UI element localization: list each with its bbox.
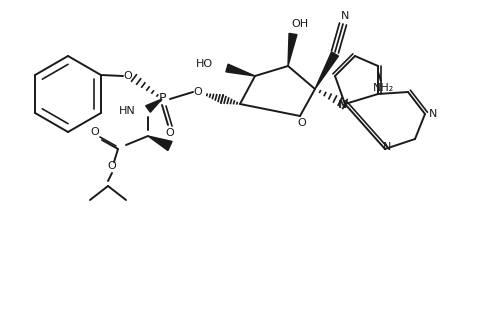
Polygon shape [148, 136, 172, 150]
Polygon shape [146, 99, 162, 112]
Polygon shape [315, 52, 338, 89]
Text: P: P [158, 93, 166, 106]
Text: N: N [429, 109, 437, 119]
Text: O: O [298, 118, 306, 128]
Text: O: O [108, 161, 116, 171]
Text: O: O [166, 128, 174, 138]
Text: N: N [383, 142, 391, 152]
Text: HO: HO [196, 59, 213, 69]
Text: HN: HN [120, 106, 136, 116]
Text: N: N [341, 11, 349, 21]
Text: O: O [194, 87, 202, 97]
Text: N: N [339, 100, 347, 110]
Text: OH: OH [292, 19, 308, 29]
Text: O: O [90, 127, 100, 137]
Text: O: O [124, 71, 132, 81]
Text: NH₂: NH₂ [372, 83, 394, 93]
Text: N: N [338, 100, 346, 110]
Polygon shape [288, 33, 297, 66]
Polygon shape [226, 64, 255, 76]
